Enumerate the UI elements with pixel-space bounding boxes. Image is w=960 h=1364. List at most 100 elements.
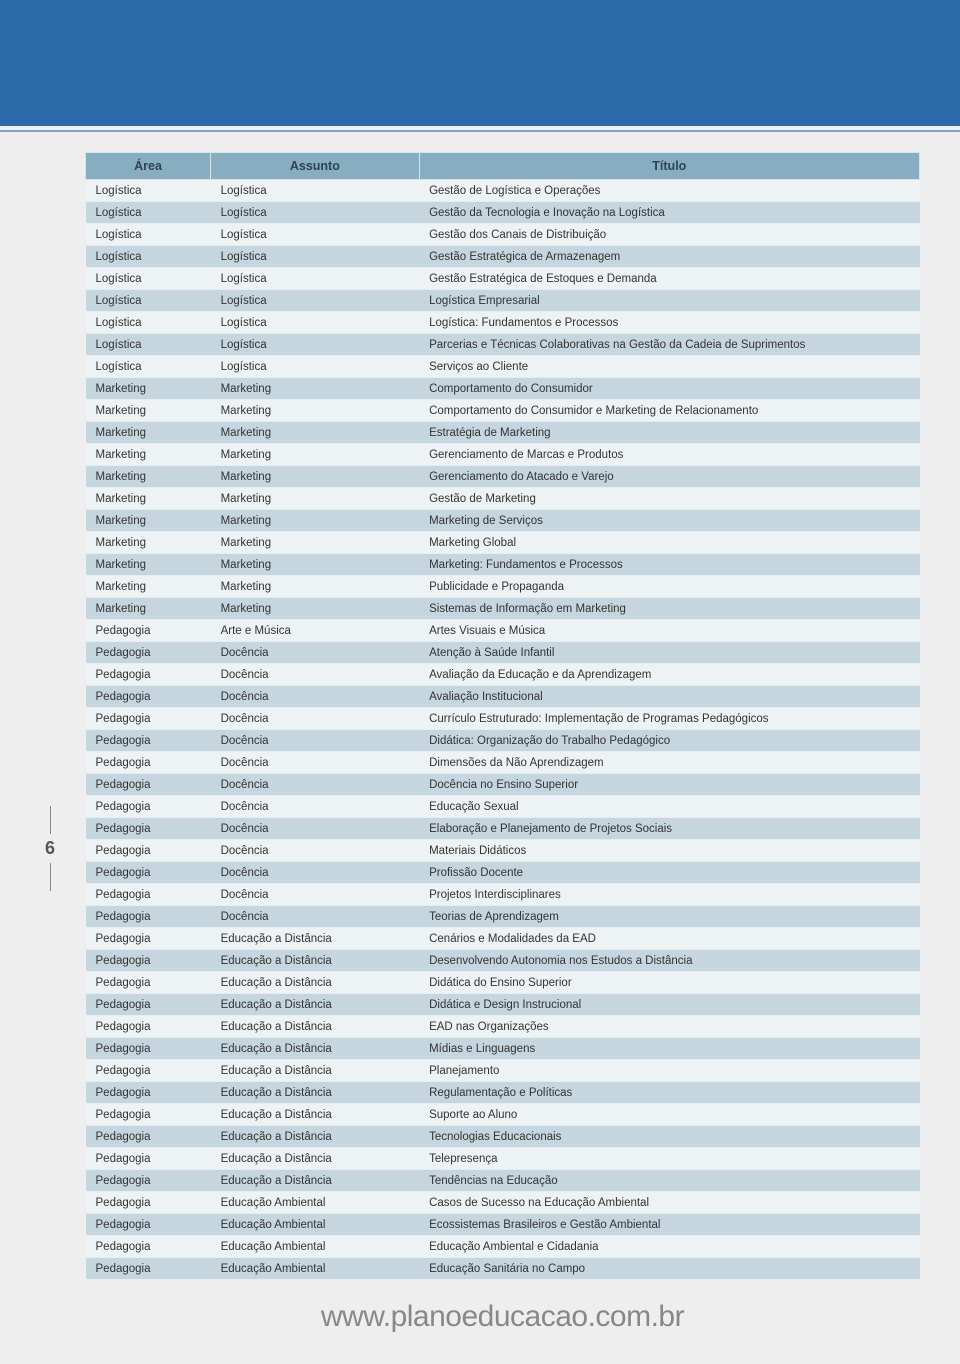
- table-row: LogísticaLogísticaGestão dos Canais de D…: [86, 224, 920, 246]
- cell-title: Gerenciamento do Atacado e Varejo: [419, 466, 919, 488]
- cell-subject: Educação a Distância: [211, 928, 420, 950]
- cell-area: Logística: [86, 246, 211, 268]
- cell-subject: Docência: [211, 686, 420, 708]
- cell-area: Pedagogia: [86, 620, 211, 642]
- cell-title: Gestão de Logística e Operações: [419, 180, 919, 202]
- table-row: MarketingMarketingSistemas de Informação…: [86, 598, 920, 620]
- cell-subject: Docência: [211, 664, 420, 686]
- cell-title: Didática e Design Instrucional: [419, 994, 919, 1016]
- table-row: LogísticaLogísticaGestão de Logística e …: [86, 180, 920, 202]
- cell-title: Marketing Global: [419, 532, 919, 554]
- cell-subject: Arte e Música: [211, 620, 420, 642]
- cell-subject: Marketing: [211, 554, 420, 576]
- table-row: MarketingMarketingComportamento do Consu…: [86, 400, 920, 422]
- cell-title: Marketing: Fundamentos e Processos: [419, 554, 919, 576]
- table-row: PedagogiaDocênciaMateriais Didáticos: [86, 840, 920, 862]
- cell-title: Artes Visuais e Música: [419, 620, 919, 642]
- cell-subject: Educação a Distância: [211, 1126, 420, 1148]
- cell-area: Pedagogia: [86, 1016, 211, 1038]
- cell-subject: Logística: [211, 224, 420, 246]
- cell-area: Pedagogia: [86, 1236, 211, 1258]
- cell-area: Logística: [86, 356, 211, 378]
- table-row: PedagogiaEducação a DistânciaTendências …: [86, 1170, 920, 1192]
- table-row: MarketingMarketingPublicidade e Propagan…: [86, 576, 920, 598]
- cell-title: Cenários e Modalidades da EAD: [419, 928, 919, 950]
- cell-area: Pedagogia: [86, 1258, 211, 1280]
- cell-title: Telepresença: [419, 1148, 919, 1170]
- cell-subject: Logística: [211, 356, 420, 378]
- footer-url: www.planoeducacao.com.br: [85, 1300, 920, 1334]
- cell-subject: Educação Ambiental: [211, 1258, 420, 1280]
- table-row: PedagogiaEducação a DistânciaCenários e …: [86, 928, 920, 950]
- cell-area: Marketing: [86, 576, 211, 598]
- cell-area: Pedagogia: [86, 642, 211, 664]
- cell-subject: Docência: [211, 906, 420, 928]
- cell-title: Materiais Didáticos: [419, 840, 919, 862]
- cell-area: Pedagogia: [86, 1082, 211, 1104]
- cell-area: Marketing: [86, 554, 211, 576]
- cell-area: Pedagogia: [86, 1126, 211, 1148]
- cell-title: Gestão da Tecnologia e Inovação na Logís…: [419, 202, 919, 224]
- table-row: PedagogiaEducação AmbientalEcossistemas …: [86, 1214, 920, 1236]
- cell-area: Pedagogia: [86, 1060, 211, 1082]
- table-row: PedagogiaArte e MúsicaArtes Visuais e Mú…: [86, 620, 920, 642]
- table-row: PedagogiaEducação a DistânciaPlanejament…: [86, 1060, 920, 1082]
- cell-title: Tendências na Educação: [419, 1170, 919, 1192]
- cell-area: Pedagogia: [86, 1148, 211, 1170]
- cell-area: Pedagogia: [86, 818, 211, 840]
- table-row: PedagogiaEducação AmbientalCasos de Suce…: [86, 1192, 920, 1214]
- table-row: PedagogiaEducação a DistânciaDesenvolven…: [86, 950, 920, 972]
- cell-subject: Logística: [211, 334, 420, 356]
- table-row: PedagogiaDocênciaEducação Sexual: [86, 796, 920, 818]
- table-row: PedagogiaEducação a DistânciaDidática do…: [86, 972, 920, 994]
- cell-area: Marketing: [86, 466, 211, 488]
- cell-subject: Educação a Distância: [211, 950, 420, 972]
- courses-table: Área Assunto Título LogísticaLogísticaGe…: [85, 152, 920, 1280]
- table-row: PedagogiaDocênciaAvaliação Institucional: [86, 686, 920, 708]
- table-row: LogísticaLogísticaGestão Estratégica de …: [86, 268, 920, 290]
- cell-area: Marketing: [86, 532, 211, 554]
- table-row: PedagogiaDocênciaCurrículo Estruturado: …: [86, 708, 920, 730]
- cell-area: Pedagogia: [86, 796, 211, 818]
- cell-title: Dimensões da Não Aprendizagem: [419, 752, 919, 774]
- cell-title: Teorias de Aprendizagem: [419, 906, 919, 928]
- cell-area: Pedagogia: [86, 1038, 211, 1060]
- cell-area: Pedagogia: [86, 928, 211, 950]
- cell-subject: Docência: [211, 818, 420, 840]
- table-row: PedagogiaEducação AmbientalEducação Sani…: [86, 1258, 920, 1280]
- col-header-title: Título: [419, 153, 919, 180]
- cell-title: Tecnologias Educacionais: [419, 1126, 919, 1148]
- cell-area: Pedagogia: [86, 862, 211, 884]
- cell-subject: Educação a Distância: [211, 1038, 420, 1060]
- cell-title: Ecossistemas Brasileiros e Gestão Ambien…: [419, 1214, 919, 1236]
- table-row: MarketingMarketingComportamento do Consu…: [86, 378, 920, 400]
- col-header-subject: Assunto: [211, 153, 420, 180]
- cell-subject: Docência: [211, 862, 420, 884]
- col-header-area: Área: [86, 153, 211, 180]
- cell-title: Marketing de Serviços: [419, 510, 919, 532]
- cell-subject: Educação Ambiental: [211, 1214, 420, 1236]
- cell-title: Regulamentação e Políticas: [419, 1082, 919, 1104]
- cell-title: Suporte ao Aluno: [419, 1104, 919, 1126]
- cell-subject: Docência: [211, 730, 420, 752]
- cell-title: Planejamento: [419, 1060, 919, 1082]
- cell-area: Logística: [86, 334, 211, 356]
- table-row: LogísticaLogísticaGestão Estratégica de …: [86, 246, 920, 268]
- cell-subject: Docência: [211, 642, 420, 664]
- cell-subject: Logística: [211, 202, 420, 224]
- cell-subject: Marketing: [211, 422, 420, 444]
- cell-area: Logística: [86, 202, 211, 224]
- cell-area: Pedagogia: [86, 840, 211, 862]
- table-row: PedagogiaEducação a DistânciaRegulamenta…: [86, 1082, 920, 1104]
- cell-title: Publicidade e Propaganda: [419, 576, 919, 598]
- cell-area: Pedagogia: [86, 950, 211, 972]
- cell-area: Pedagogia: [86, 972, 211, 994]
- table-row: MarketingMarketingMarketing: Fundamentos…: [86, 554, 920, 576]
- table-row: MarketingMarketingGerenciamento do Ataca…: [86, 466, 920, 488]
- cell-subject: Marketing: [211, 598, 420, 620]
- table-row: PedagogiaEducação a DistânciaMídias e Li…: [86, 1038, 920, 1060]
- cell-subject: Docência: [211, 752, 420, 774]
- cell-area: Marketing: [86, 378, 211, 400]
- table-body: LogísticaLogísticaGestão de Logística e …: [86, 180, 920, 1280]
- content-area: Área Assunto Título LogísticaLogísticaGe…: [85, 152, 920, 1334]
